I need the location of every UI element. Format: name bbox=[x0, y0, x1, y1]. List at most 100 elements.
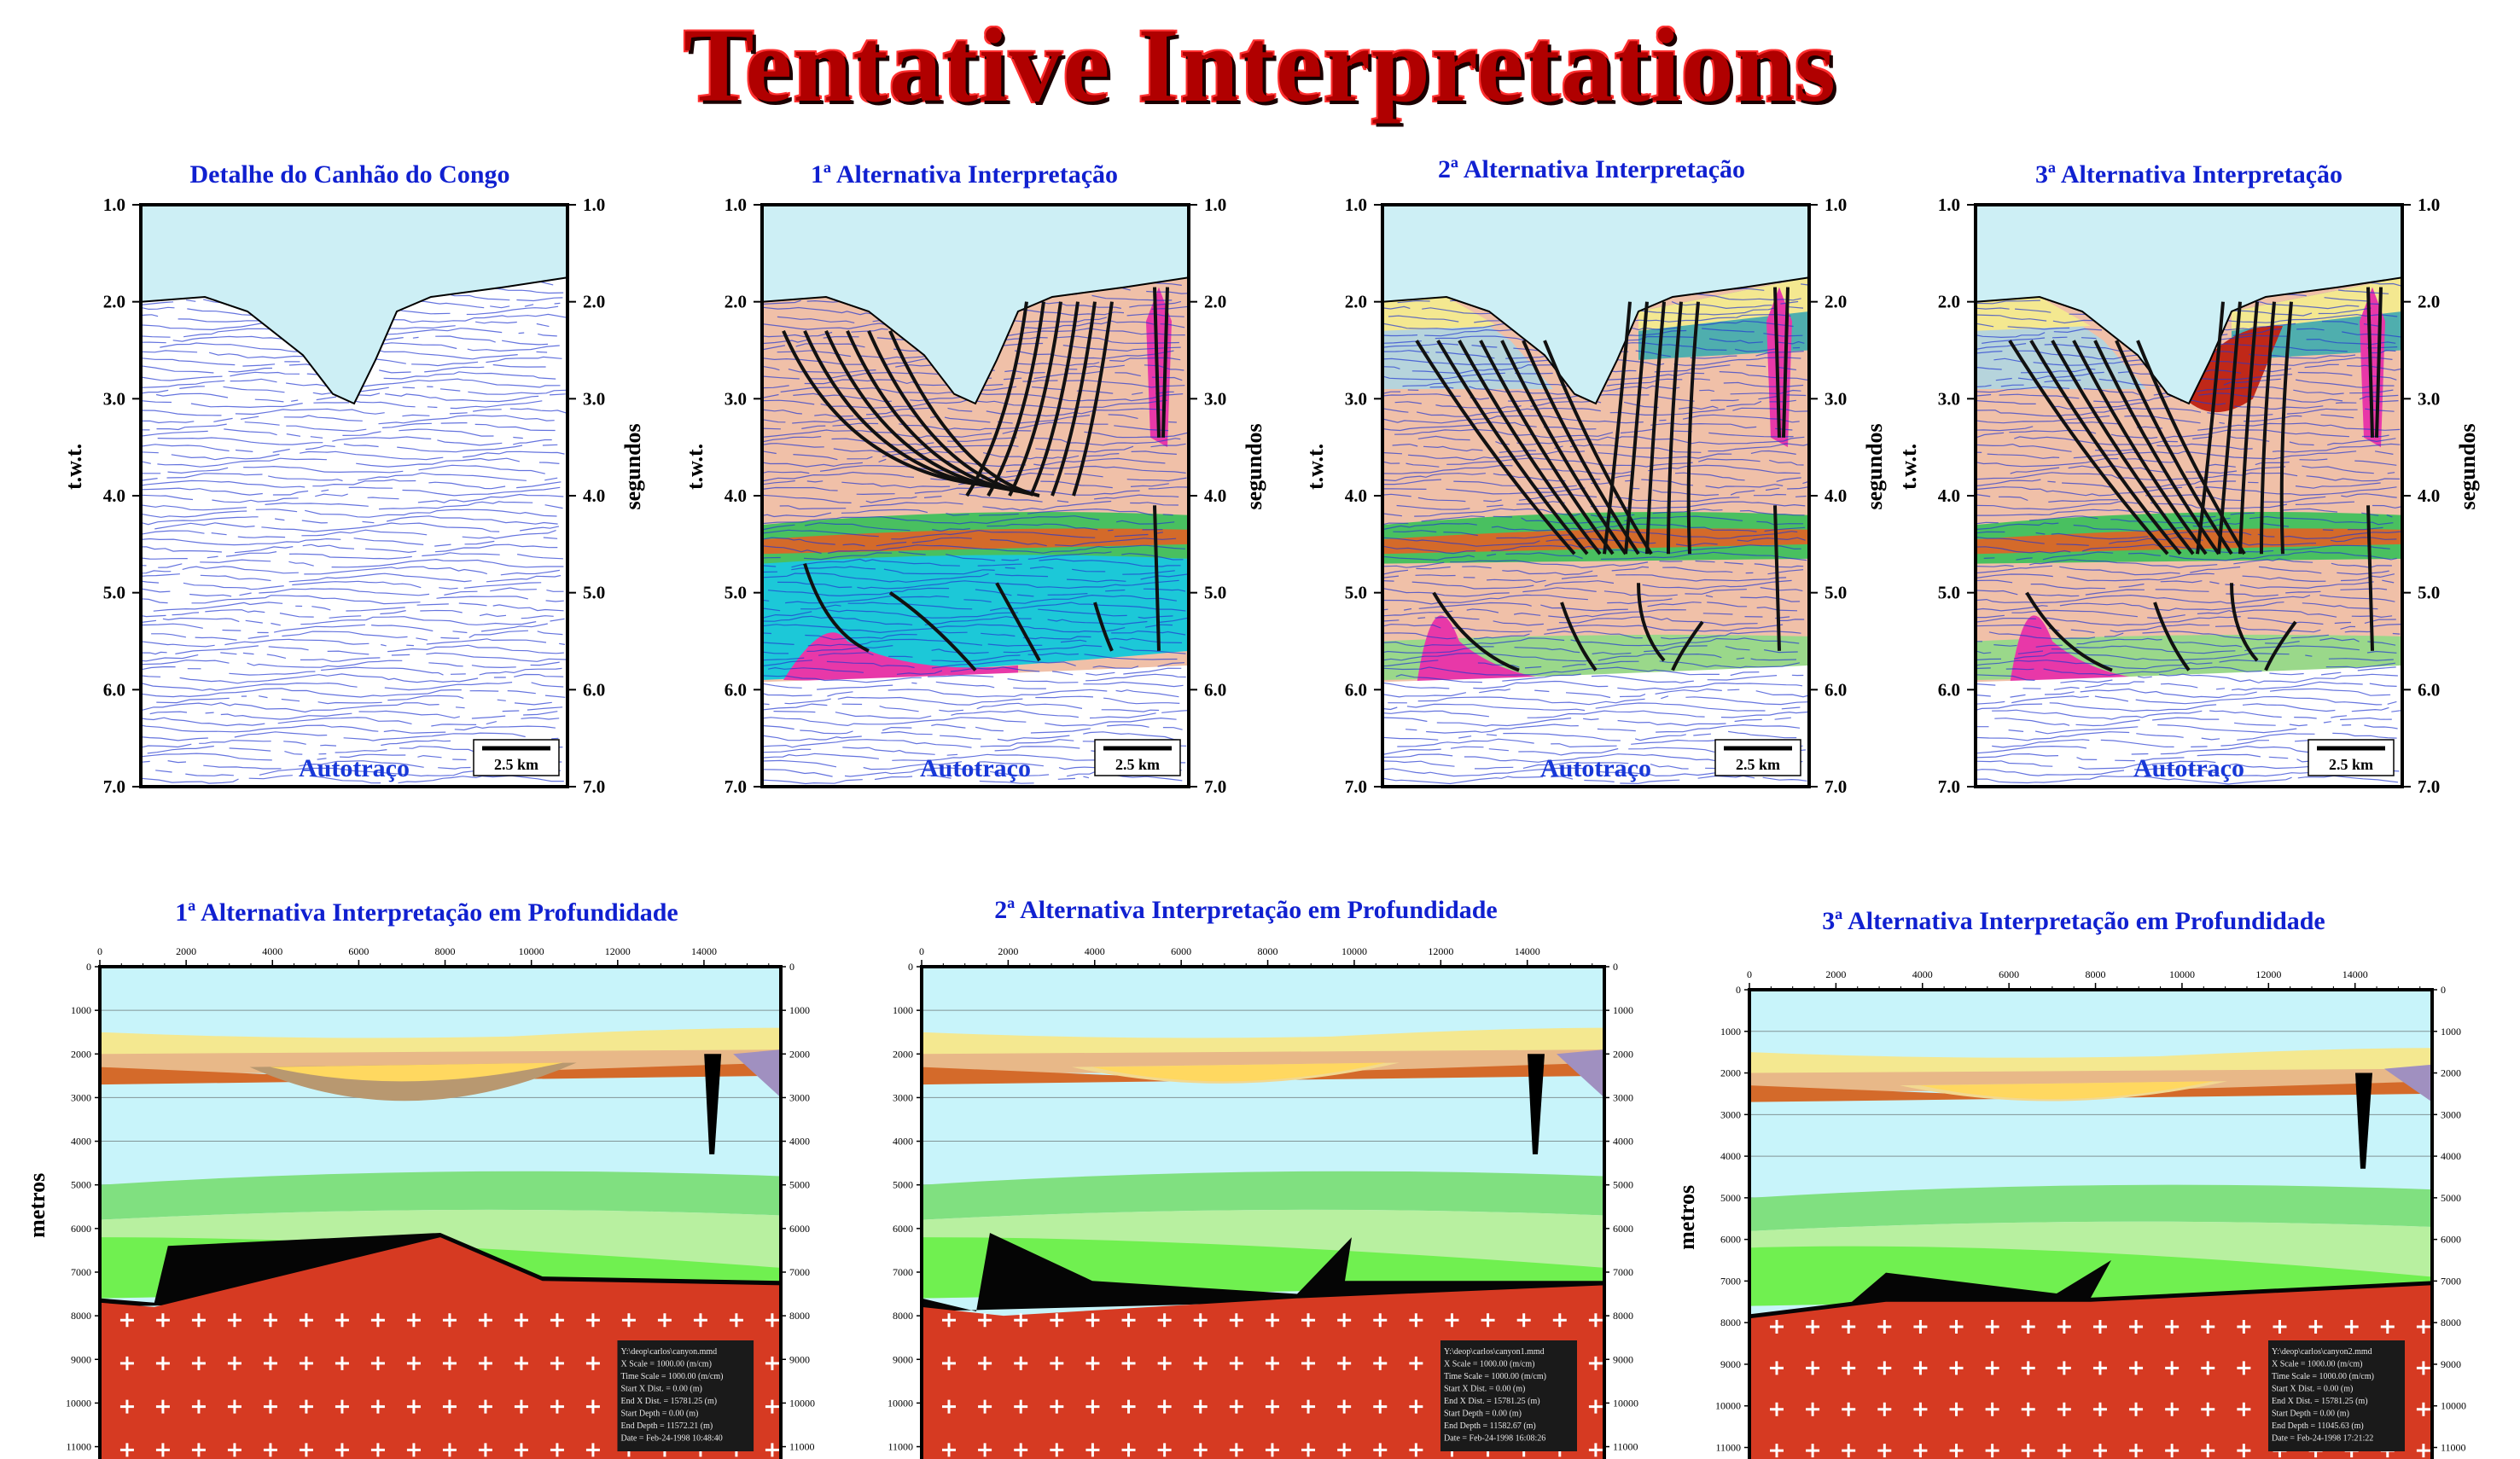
left-depth-label: 3000 bbox=[1720, 1108, 1741, 1120]
seismic-reflectors bbox=[1382, 277, 1809, 785]
page-title: Tentative Interpretations bbox=[683, 7, 1837, 124]
top-x-label: 4000 bbox=[1912, 968, 1933, 980]
salt-body bbox=[783, 632, 1018, 685]
right-depth-label: 6000 bbox=[2441, 1234, 2461, 1246]
right-tick-label: 5.0 bbox=[583, 583, 605, 603]
left-depth-label: 8000 bbox=[1720, 1317, 1741, 1328]
left-depth-label: 0 bbox=[908, 961, 913, 973]
canyon-fill-upper bbox=[1920, 1081, 2214, 1100]
right-axis-label: segundos bbox=[1862, 423, 1887, 509]
right-tick-label: 3.0 bbox=[2418, 388, 2440, 409]
depth-title-alt3: 3ª Alternativa Interpretação em Profundi… bbox=[1822, 907, 2325, 935]
top-x-label: 12000 bbox=[605, 945, 631, 957]
right-depth-label: 11000 bbox=[2441, 1441, 2466, 1453]
mid-green bbox=[1749, 1184, 2432, 1231]
right-depth-label: 9000 bbox=[789, 1353, 810, 1365]
info-line: Y:\deop\carlos\canyon2.mmd bbox=[2272, 1347, 2372, 1357]
left-tick-label: 3.0 bbox=[1345, 388, 1367, 409]
basement-zone bbox=[1382, 665, 1809, 787]
info-line: End Depth = 11572.21 (m) bbox=[620, 1421, 713, 1431]
left-depth-label: 6000 bbox=[1720, 1234, 1741, 1246]
top-x-label: 12000 bbox=[1428, 945, 1453, 957]
left-tick-label: 7.0 bbox=[725, 776, 747, 797]
top-x-label: 0 bbox=[97, 945, 102, 957]
info-box bbox=[1440, 1340, 1577, 1451]
info-line: Start X Dist. = 0.00 (m) bbox=[1444, 1385, 1525, 1394]
left-tick-label: 4.0 bbox=[1938, 485, 1960, 506]
right-depth-label: 7000 bbox=[789, 1266, 810, 1278]
salt-body bbox=[1417, 615, 1596, 685]
depth-title-alt1: 1ª Alternativa Interpretação em Profundi… bbox=[175, 898, 678, 927]
top-x-label: 14000 bbox=[1515, 945, 1540, 957]
left-tick-label: 3.0 bbox=[1938, 388, 1960, 409]
right-tick-label: 7.0 bbox=[2418, 776, 2440, 797]
top-x-label: 6000 bbox=[1999, 968, 2019, 980]
info-line: Start Depth = 0.00 (m) bbox=[1444, 1410, 1522, 1419]
left-depth-label: 6000 bbox=[893, 1223, 913, 1235]
left-tick-label: 6.0 bbox=[1938, 679, 1960, 700]
left-tick-label: 4.0 bbox=[725, 485, 747, 506]
left-depth-label: 4000 bbox=[71, 1136, 91, 1148]
mid-green bbox=[100, 1171, 781, 1220]
right-tick-label: 1.0 bbox=[583, 195, 605, 215]
right-tick-label: 5.0 bbox=[1204, 583, 1226, 603]
salt-body bbox=[2010, 615, 2189, 685]
left-tick-label: 6.0 bbox=[1345, 679, 1367, 700]
right-depth-label: 1000 bbox=[2441, 1026, 2461, 1038]
left-depth-label: 9000 bbox=[71, 1353, 91, 1365]
info-line: Time Scale = 1000.00 (m/cm) bbox=[1444, 1372, 1546, 1381]
right-depth-label: 3000 bbox=[2441, 1108, 2461, 1120]
seafloor-line bbox=[1976, 276, 2402, 405]
panel-frame bbox=[98, 965, 783, 1459]
right-tick-label: 2.0 bbox=[2418, 292, 2440, 312]
left-depth-label: 8000 bbox=[893, 1310, 913, 1322]
upper-yellow-layer bbox=[1382, 296, 1498, 331]
left-depth-label: 8000 bbox=[71, 1310, 91, 1322]
left-tick-label: 1.0 bbox=[103, 195, 125, 215]
left-tick-label: 4.0 bbox=[1345, 485, 1367, 506]
info-line: Time Scale = 1000.00 (m/cm) bbox=[2272, 1372, 2374, 1381]
scale-box bbox=[1714, 739, 1801, 776]
left-tick-label: 1.0 bbox=[1345, 195, 1367, 215]
left-depth-label: 1000 bbox=[1720, 1026, 1741, 1038]
right-tick-label: 4.0 bbox=[1825, 485, 1847, 506]
left-depth-label: 4000 bbox=[1720, 1150, 1741, 1162]
right-depth-label: 2000 bbox=[2441, 1067, 2461, 1079]
seafloor-line bbox=[141, 276, 567, 405]
right-depth-label: 6000 bbox=[789, 1223, 810, 1235]
top-x-label: 0 bbox=[1747, 968, 1752, 980]
left-depth-label: 5000 bbox=[71, 1179, 91, 1191]
right-tick-label: 5.0 bbox=[1825, 583, 1847, 603]
top-x-label: 4000 bbox=[1085, 945, 1105, 957]
water-column-top bbox=[1382, 205, 1809, 404]
right-depth-label: 1000 bbox=[789, 1004, 810, 1016]
scale-label: 2.5 km bbox=[2329, 756, 2373, 773]
right-depth-label: 3000 bbox=[789, 1091, 810, 1103]
left-axis-label: t.w.t. bbox=[1896, 444, 1921, 490]
right-tick-label: 4.0 bbox=[2418, 485, 2440, 506]
right-tick-label: 6.0 bbox=[1204, 679, 1226, 700]
left-tick-label: 7.0 bbox=[103, 776, 125, 797]
left-depth-label: 7000 bbox=[1720, 1275, 1741, 1287]
right-axis-label: segundos bbox=[2455, 423, 2480, 509]
left-tick-label: 5.0 bbox=[1345, 583, 1367, 603]
info-line: Date = Feb-24-1998 17:21:22 bbox=[2272, 1434, 2373, 1444]
salt-layer bbox=[922, 1232, 1604, 1312]
info-line: Y:\deop\carlos\canyon.mmd bbox=[620, 1347, 717, 1357]
right-depth-label: 2000 bbox=[1613, 1048, 1633, 1060]
teal-salt-layer bbox=[762, 555, 1189, 680]
diapir bbox=[704, 1054, 722, 1154]
top-x-label: 8000 bbox=[435, 945, 456, 957]
purple-wedge bbox=[733, 1049, 781, 1098]
top-x-label: 2000 bbox=[1825, 968, 1846, 980]
left-depth-label: 10000 bbox=[66, 1397, 91, 1409]
top-x-label: 6000 bbox=[348, 945, 369, 957]
right-tick-label: 4.0 bbox=[1204, 485, 1226, 506]
canyon-fill-upper bbox=[1092, 1062, 1386, 1082]
right-axis-label: segundos bbox=[1242, 423, 1266, 509]
orange-layer bbox=[1976, 528, 2402, 555]
left-axis-label: t.w.t. bbox=[1303, 444, 1328, 490]
right-depth-label: 10000 bbox=[789, 1397, 815, 1409]
